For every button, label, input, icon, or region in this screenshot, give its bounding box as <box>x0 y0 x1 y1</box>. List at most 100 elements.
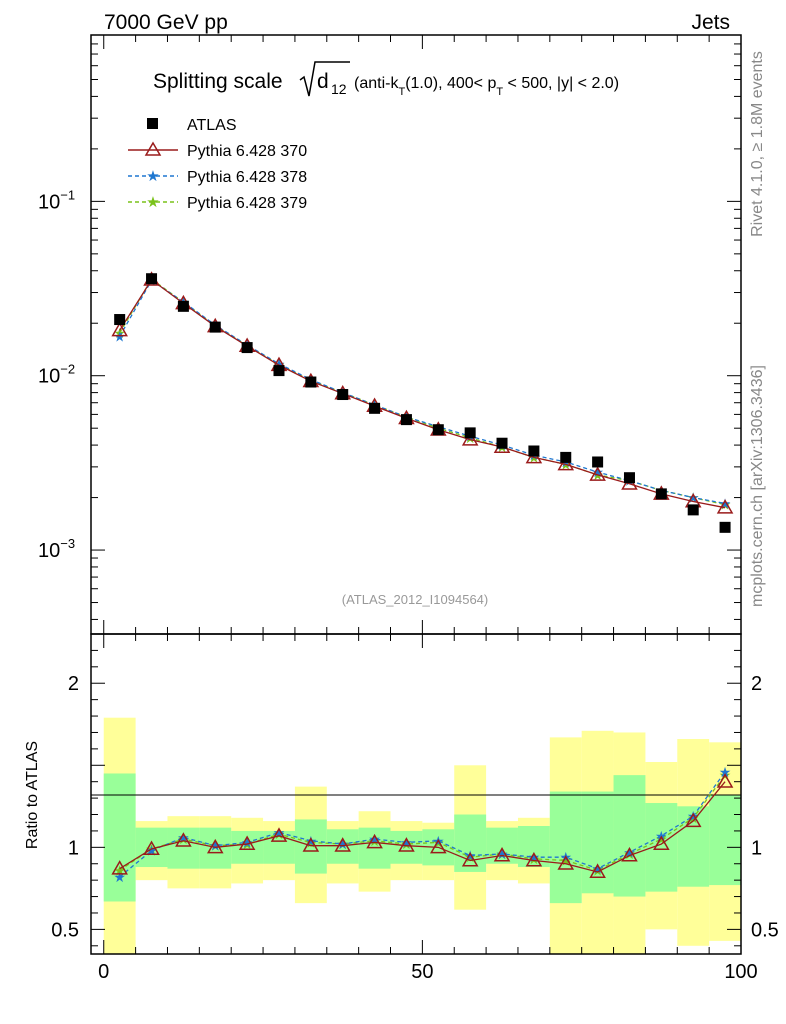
main-series: ★★★★★★★★★★★★★★★★★★★★★★★★★★★★★★★★★★★★★★★★ <box>111 271 734 533</box>
ratio-xtick-label: 100 <box>724 961 757 983</box>
title-d-sub: 12 <box>331 81 347 97</box>
ratio-point-py378: ★ <box>336 836 349 852</box>
ratio-point-py370 <box>302 837 320 852</box>
main-point-py370 <box>461 431 479 446</box>
main-ticks <box>91 34 742 634</box>
title-params: (anti-kT(1.0), 400< pT < 500, |y| < 2.0) <box>354 75 619 98</box>
legend-label-atlas: ATLAS <box>187 117 237 134</box>
ratio-xtick-label: 0 <box>98 961 109 983</box>
legend-label-py378: Pythia 6.428 378 <box>187 169 307 186</box>
ratio-xtick-label: 50 <box>411 961 433 983</box>
ytick-exp: −1 <box>60 187 75 202</box>
ratio-point-py370 <box>461 851 479 867</box>
main-point-atlas <box>273 365 285 377</box>
legend-marker-atlas <box>147 118 158 129</box>
ratio-ytick-label: 0.5 <box>51 919 79 941</box>
main-ytick-label: 10−2 <box>38 362 75 388</box>
sqrt-sign <box>299 61 350 97</box>
ratio-point-py370 <box>366 833 383 849</box>
main-point-atlas <box>560 451 572 463</box>
main-point-atlas <box>369 402 381 414</box>
ratio-point-py370 <box>621 847 638 862</box>
title-part-3: < 500, |y| < 2.0) <box>503 75 619 92</box>
main-point-atlas <box>114 314 126 326</box>
ratio-band-inner <box>549 791 582 904</box>
main-ytick-label: 10−3 <box>38 536 75 562</box>
main-point-atlas <box>687 504 699 516</box>
ytick-base: 10 <box>38 540 60 562</box>
legend-label-py370: Pythia 6.428 370 <box>187 143 307 160</box>
main-point-atlas <box>209 321 221 333</box>
ratio-band-inner <box>199 827 232 869</box>
title-sub-T1: T <box>398 86 405 98</box>
mcplots-label: mcplots.cern.ch [arXiv:1306.3436] <box>749 365 766 607</box>
ratio-point-py378: ★ <box>719 764 732 780</box>
legend-marker-py370 <box>144 141 162 156</box>
ratio-tick-labels: 0.5 0.5 1 1 2 2 0 50 100 <box>51 673 779 983</box>
ytick-base: 10 <box>38 366 60 388</box>
ratio-point-py370 <box>143 840 160 855</box>
ratio-point-py379: ★ <box>687 810 700 826</box>
ratio-ticks <box>91 634 742 954</box>
ratio-point-py370 <box>270 827 288 842</box>
ratio-point-py379: ★ <box>623 846 636 862</box>
ratio-point-py378: ★ <box>273 825 286 841</box>
header-left: 7000 GeV pp <box>104 11 228 34</box>
ratio-band-inner <box>677 806 710 887</box>
ratio-point-py379: ★ <box>177 831 190 847</box>
ratio-point-py378: ★ <box>209 838 222 854</box>
main-point-atlas <box>241 342 253 354</box>
ratio-ytick-label-right: 2 <box>751 673 762 695</box>
ratio-point-py370 <box>684 812 702 828</box>
ratio-band-inner <box>613 775 646 897</box>
main-point-py370 <box>589 466 606 481</box>
ratio-point-py379: ★ <box>464 849 477 865</box>
ratio-point-py378: ★ <box>528 849 541 865</box>
main-point-py370 <box>716 499 734 514</box>
ratio-point-py370 <box>398 837 415 852</box>
ratio-point-py379: ★ <box>591 862 604 878</box>
ytick-exp: −3 <box>60 536 75 551</box>
ratio-band-inner <box>454 814 487 872</box>
main-point-atlas <box>177 300 189 312</box>
ratio-panel: ★★★ ★ ★★★ ★ ★ ★ ★★ ★ ★ ★★★★★★★★★★ ★★★ ★ ★ ★ ★★ ★ ★ ★★★★★★… <box>24 633 779 983</box>
title-d: d <box>317 70 329 93</box>
ratio-series: ★★★ ★ ★★★ ★ ★ ★ ★★ ★ ★ ★★★★★★★★★★ ★★★ ★ ★ ★ ★★ ★ ★ ★★★★★★ <box>111 764 734 885</box>
main-point-atlas <box>496 437 508 449</box>
analysis-id: (ATLAS_2012_I1094564) <box>342 592 488 607</box>
main-point-atlas <box>623 472 635 484</box>
main-point-atlas <box>337 389 349 401</box>
ratio-point-py370 <box>334 837 352 852</box>
ratio-point-py378: ★ <box>496 846 509 862</box>
ratio-band-inner <box>645 803 678 892</box>
ratio-point-py370 <box>430 838 447 854</box>
main-point-atlas <box>400 414 412 426</box>
ratio-ytick-label-right: 0.5 <box>751 919 779 941</box>
ratio-band-inner <box>390 830 423 864</box>
main-line-py378 <box>119 279 726 505</box>
ratio-band-inner <box>135 827 168 868</box>
ratio-point-py370 <box>653 835 670 851</box>
ratio-point-py378: ★ <box>591 861 604 877</box>
ratio-point-py378: ★ <box>177 829 190 845</box>
ratio-point-py370 <box>238 835 256 851</box>
ratio-band-inner <box>581 791 614 894</box>
ratio-point-py378: ★ <box>368 831 381 847</box>
ratio-point-py378: ★ <box>113 869 126 885</box>
ratio-band-inner <box>294 819 327 874</box>
main-point-py370 <box>111 321 128 337</box>
ratio-ytick-label: 2 <box>68 673 79 695</box>
legend: ATLAS Pythia 6.428 370 ★ Pythia 6.428 37… <box>128 117 307 212</box>
ytick-base: 10 <box>38 191 60 213</box>
ratio-point-py379: ★ <box>528 851 541 867</box>
ratio-point-py370 <box>206 838 224 854</box>
chart-title: Splitting scale d 12 (anti-kT(1.0), 400<… <box>153 61 619 98</box>
main-panel: 10−110−210−3 ★★★★★★★★★★★★★★★★★★★★★★★★★★★… <box>38 34 742 635</box>
ratio-point-py379: ★ <box>400 836 413 852</box>
ratio-point-py379: ★ <box>305 834 318 850</box>
ratio-point-py370 <box>557 855 575 870</box>
main-point-py378: ★ <box>113 328 126 344</box>
ratio-point-py370 <box>493 847 511 862</box>
main-line-py379 <box>119 278 726 506</box>
ratio-point-py378: ★ <box>241 834 254 850</box>
